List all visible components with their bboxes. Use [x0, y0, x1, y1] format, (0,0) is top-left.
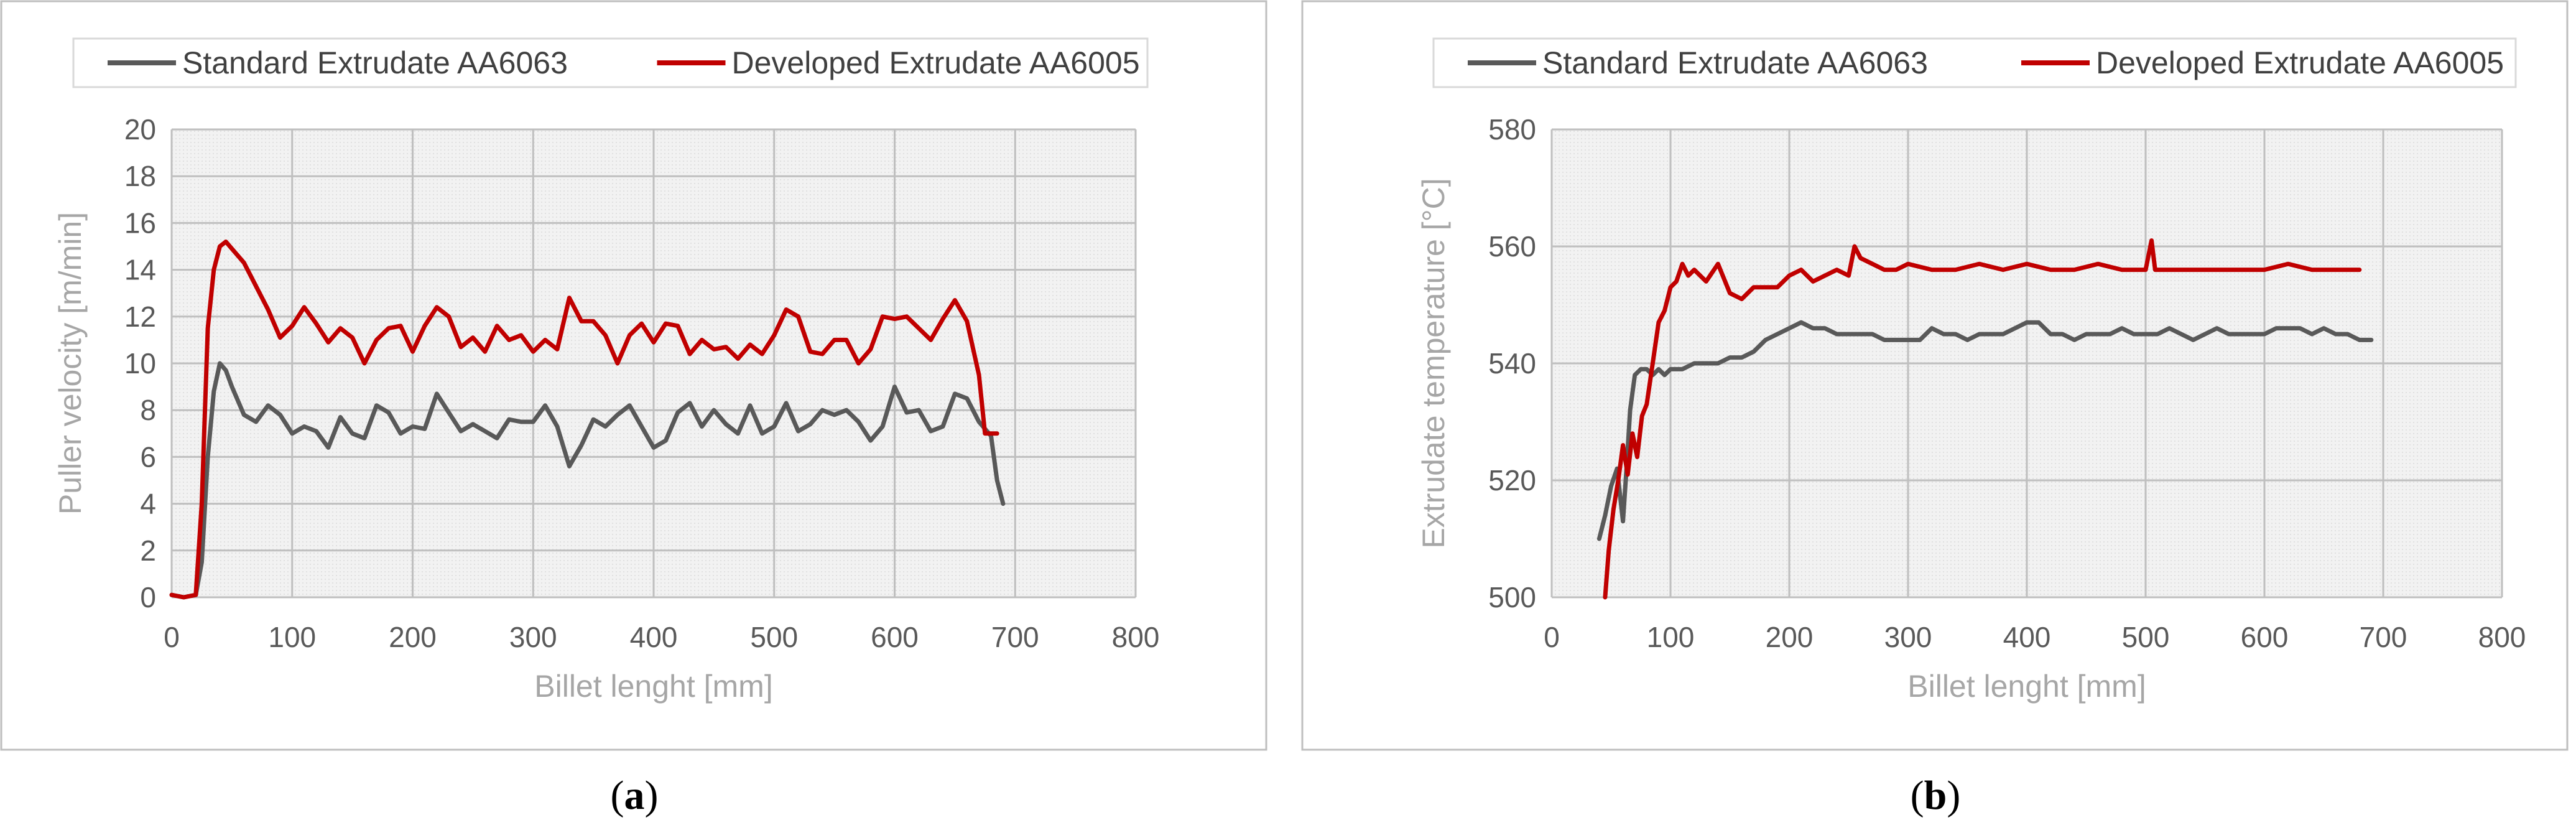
y-tick-label: 4 — [140, 488, 156, 520]
chart-panel-b: 0 100 200 300 400 500 600 700 800 500 520 540 560 580… — [1301, 0, 2576, 825]
y-tick-label: 500 — [1488, 581, 1536, 613]
x-tick-label: 100 — [268, 621, 316, 653]
x-tick-label: 0 — [164, 621, 180, 653]
x-tick-label: 600 — [2241, 621, 2289, 653]
chart-panel-a: 0 100 200 300 400 500 600 700 800 0 2 4 6 8 10 12 14 16 18… — [0, 0, 1275, 825]
y-tick-label: 520 — [1488, 464, 1536, 496]
legend-label: Standard Extrudate AA6063 — [1542, 45, 1928, 80]
x-tick-label: 800 — [1112, 621, 1160, 653]
x-axis-label: Billet lenght [mm] — [1907, 669, 2146, 704]
panel-caption: (a) — [611, 773, 659, 818]
x-tick-label: 400 — [630, 621, 678, 653]
y-tick-label: 560 — [1488, 230, 1536, 263]
chart-a-svg: 0 100 200 300 400 500 600 700 800 0 2 4 6 8 10 12 14 16 18… — [0, 0, 1267, 818]
x-tick-label: 700 — [2360, 621, 2407, 653]
legend-box — [1432, 37, 2517, 88]
caption-label: b — [1924, 773, 1947, 818]
caption-close-paren: ) — [1947, 773, 1960, 818]
y-tick-label: 18 — [124, 160, 156, 192]
x-tick-label: 300 — [1884, 621, 1932, 653]
panel-caption: (b) — [1911, 773, 1961, 818]
caption-close-paren: ) — [645, 773, 659, 818]
series-line-aa6005 — [169, 240, 999, 600]
y-tick-label: 580 — [1488, 113, 1536, 146]
y-tick-label: 2 — [140, 534, 156, 567]
y-tick-label: 14 — [124, 254, 156, 286]
x-tick-label: 0 — [1544, 621, 1560, 653]
series-line-aa6005 — [1603, 238, 2362, 600]
y-tick-label: 12 — [124, 301, 156, 333]
y-tick-label: 10 — [124, 347, 156, 380]
x-tick-label: 800 — [2478, 621, 2526, 653]
x-tick-label: 500 — [750, 621, 798, 653]
x-tick-label: 200 — [1766, 621, 1814, 653]
caption-open-paren: ( — [611, 773, 624, 818]
legend-box — [72, 37, 1149, 88]
legend-label: Standard Extrudate AA6063 — [182, 45, 568, 80]
series-line-aa6063 — [169, 361, 1006, 600]
x-tick-label: 400 — [2003, 621, 2051, 653]
y-tick-label: 540 — [1488, 347, 1536, 380]
chart-b-svg: 0 100 200 300 400 500 600 700 800 500 520 540 560 580… — [1301, 0, 2569, 818]
x-tick-label: 700 — [991, 621, 1039, 653]
y-axis-label: Puller velocity [m/min] — [53, 212, 88, 515]
y-axis-label: Extrudate temperature [°C] — [1416, 178, 1451, 548]
y-tick-label: 6 — [140, 440, 156, 473]
y-tick-label: 16 — [124, 207, 156, 239]
y-tick-label: 0 — [140, 581, 156, 613]
x-tick-label: 500 — [2122, 621, 2170, 653]
x-tick-label: 600 — [871, 621, 919, 653]
y-tick-label: 20 — [124, 113, 156, 146]
legend-label: Developed Extrudate AA6005 — [732, 45, 1140, 80]
legend-label: Developed Extrudate AA6005 — [2096, 45, 2504, 80]
x-tick-label: 100 — [1647, 621, 1695, 653]
x-axis-label: Billet lenght [mm] — [534, 669, 772, 704]
caption-label: a — [624, 773, 645, 818]
caption-open-paren: ( — [1911, 773, 1924, 818]
x-tick-label: 200 — [389, 621, 437, 653]
x-tick-label: 300 — [509, 621, 557, 653]
series-line-aa6063 — [1596, 320, 2374, 541]
y-tick-label: 8 — [140, 394, 156, 426]
